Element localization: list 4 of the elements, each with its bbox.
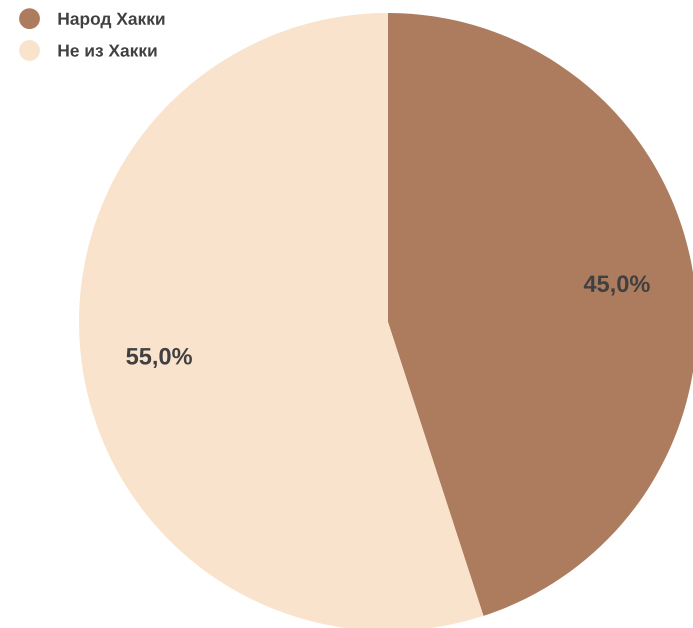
- legend-label: Народ Хакки: [58, 12, 164, 28]
- data-label: 55,0%: [126, 348, 192, 368]
- legend-label: Не из Хакки: [58, 44, 157, 57]
- data-label: 45,0%: [584, 275, 650, 296]
